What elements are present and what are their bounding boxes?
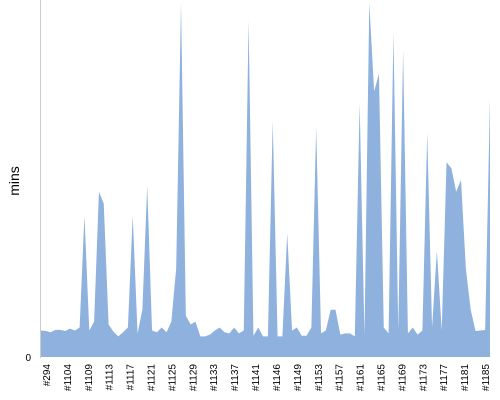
x-tick-label: #1157: [335, 364, 346, 392]
x-tick-label: #1146: [272, 364, 283, 392]
x-tick-label: #1117: [126, 364, 137, 391]
x-tick-label: #1113: [105, 364, 116, 391]
x-tick-label: #1121: [147, 364, 158, 392]
series-layer: [41, 3, 490, 357]
y-axis-title: mins: [6, 166, 22, 196]
x-tick-label: #1149: [293, 364, 304, 392]
x-tick-labels: #294 #1104 #1109 #1113 #1117 #1121 #1125 #1129 #…: [42, 364, 492, 392]
x-tick-label: #1125: [167, 364, 178, 392]
x-tick-label: #1169: [397, 364, 408, 392]
x-tick-label: #1129: [188, 364, 199, 392]
x-tick-label: #1137: [230, 364, 241, 392]
x-tick-label: #1177: [439, 364, 450, 392]
x-tick-label: #1109: [84, 364, 95, 392]
x-tick-label: #1173: [418, 364, 429, 392]
x-tick-label: #1181: [460, 364, 471, 392]
x-tick-label: #1153: [314, 364, 325, 392]
x-tick-label: #1165: [377, 364, 388, 392]
x-tick-label: #1141: [251, 364, 262, 392]
x-tick-label: #1185: [481, 364, 492, 392]
y-tick-label-zero: 0: [25, 353, 31, 364]
x-tick-label: #1133: [209, 364, 220, 392]
x-tick-label: #1161: [356, 364, 367, 392]
area-series: [41, 3, 490, 357]
x-tick-label: #294: [42, 364, 53, 387]
x-tick-label: #1104: [63, 364, 74, 392]
